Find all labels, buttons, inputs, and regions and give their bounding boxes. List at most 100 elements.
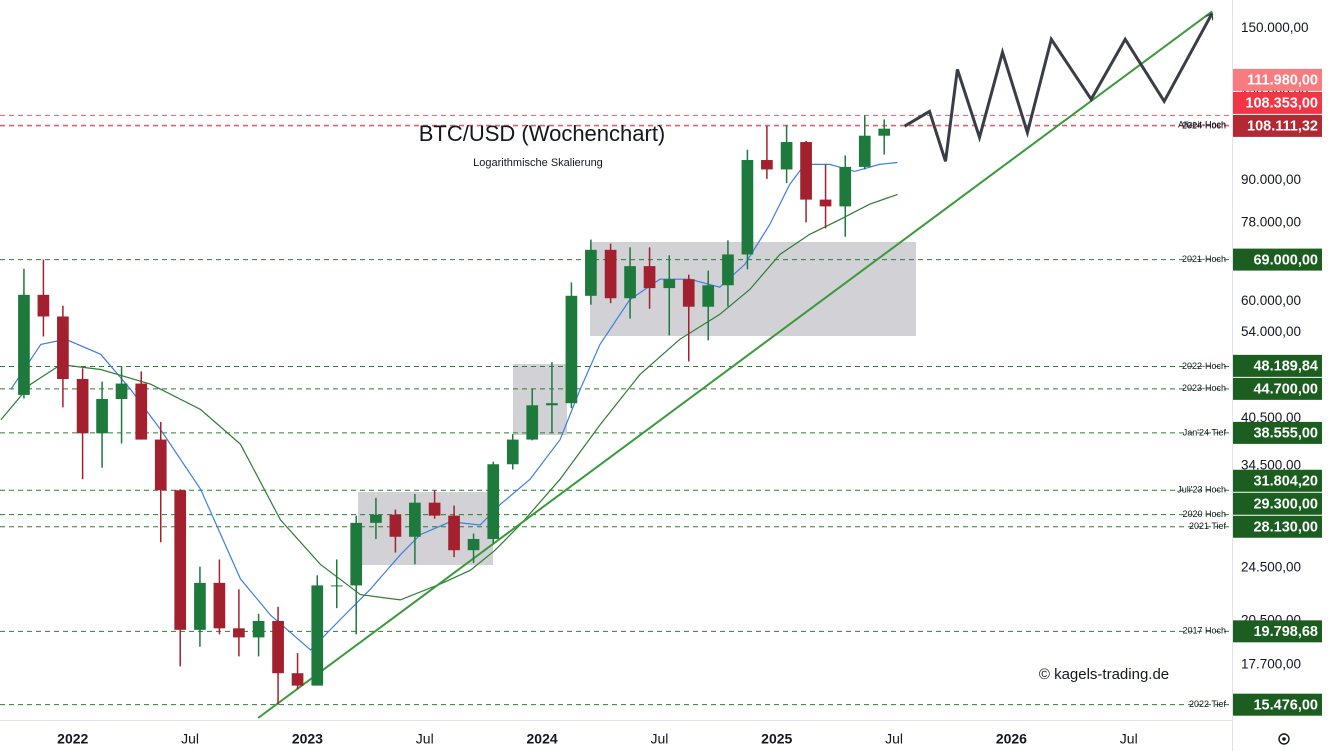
candle-body — [878, 128, 891, 136]
level-price-label: 38.555,00 — [1253, 426, 1318, 442]
candle-body — [467, 538, 480, 551]
y-tick-label: 60.000,00 — [1241, 293, 1301, 308]
candle-body — [57, 316, 69, 380]
level-note: 2023-Hoch — [1182, 383, 1226, 393]
candle-body — [233, 628, 245, 638]
level-note: Jan'24 Tief — [1183, 427, 1227, 437]
level-price-box — [1233, 91, 1322, 114]
overlay-line — [10, 161, 898, 651]
level-price-box — [1233, 469, 1322, 492]
level-price-label: 69.000,00 — [1253, 252, 1318, 268]
level-price-box — [1233, 620, 1322, 643]
level-price-box — [1233, 377, 1322, 400]
candle-body — [682, 279, 695, 307]
candle-body — [428, 502, 441, 516]
watermark: © kagels-trading.de — [1039, 666, 1169, 683]
overlay-line — [257, 10, 1213, 719]
candle-body — [663, 279, 676, 289]
consolidation-zone — [513, 364, 567, 435]
level-price-box — [1233, 114, 1322, 137]
x-tick-label: Jul — [1120, 731, 1138, 747]
x-tick-label: Jul — [181, 731, 199, 747]
candle-body — [311, 585, 324, 686]
x-tick-label: 2022 — [57, 731, 88, 747]
candle-body — [487, 464, 500, 539]
level-price-label: 111.980,00 — [1247, 73, 1318, 89]
x-tick-label: 2023 — [292, 731, 323, 747]
candle-body — [252, 620, 265, 638]
candle-body — [506, 439, 519, 465]
level-price-box — [1233, 68, 1322, 91]
level-price-label: 29.300,00 — [1253, 497, 1318, 513]
overlay-line — [903, 13, 1214, 162]
x-tick-label: Jul — [650, 731, 668, 747]
settings-icon-dot — [1282, 737, 1286, 741]
level-price-label: 28.130,00 — [1253, 520, 1318, 536]
axes: 150.000,00120.000,0090.000,0078.000,0060… — [57, 20, 1322, 747]
level-note: 2021 Tief — [1189, 521, 1227, 531]
level-price-box — [1233, 354, 1322, 377]
level-price-box — [1233, 693, 1322, 716]
x-tick-label: Jul — [416, 731, 434, 747]
candle-body — [839, 166, 852, 207]
x-tick-label: Jul — [885, 731, 903, 747]
level-note: 2022 Tief — [1189, 699, 1227, 709]
candle-body — [135, 383, 148, 440]
candle-body — [350, 522, 363, 586]
zones — [358, 242, 916, 565]
y-tick-label: 54.000,00 — [1241, 324, 1301, 339]
settings-icon[interactable] — [1278, 733, 1290, 745]
settings-icon-ring — [1278, 733, 1290, 745]
level-price-label: 31.804,20 — [1253, 474, 1318, 490]
candle-body — [780, 142, 793, 170]
level-price-box — [1233, 515, 1322, 538]
level-price-label: 48.189,84 — [1253, 359, 1318, 375]
candle-body — [174, 490, 187, 630]
candle-body — [330, 585, 343, 587]
y-tick-label: 24.500,00 — [1241, 559, 1301, 574]
chart-title: BTC/USD (Wochenchart) — [419, 121, 666, 146]
x-tick-label: 2025 — [761, 731, 792, 747]
level-price-label: 15.476,00 — [1253, 698, 1318, 714]
level-note: 2024-Hoch — [1182, 120, 1226, 130]
candle-body — [96, 399, 108, 434]
chart-subtitle: Logarithmische Skalierung — [473, 157, 603, 169]
candle-body — [389, 514, 402, 537]
consolidation-zone — [358, 492, 493, 565]
candle-body — [409, 502, 421, 537]
candle-body — [213, 582, 226, 629]
candle-body — [741, 160, 754, 255]
level-price-label: 44.700,00 — [1253, 382, 1318, 398]
candle-body — [624, 266, 636, 299]
candle-body — [37, 294, 50, 317]
candle-body — [643, 266, 656, 289]
level-price-label: 108.353,00 — [1245, 96, 1318, 112]
y-tick-label: 40.500,00 — [1241, 410, 1301, 425]
x-tick-label: 2024 — [527, 731, 558, 747]
level-price-box — [1233, 421, 1322, 444]
candle-body — [291, 673, 304, 686]
candle-body — [565, 295, 578, 404]
candle-body — [702, 285, 715, 307]
candle-body — [526, 405, 539, 440]
y-tick-label: 34.500,00 — [1241, 458, 1301, 473]
candle-body — [761, 160, 773, 170]
candle-body — [76, 379, 89, 434]
y-tick-label: 150.000,00 — [1241, 20, 1309, 35]
candle-body — [115, 383, 128, 400]
plot-area — [0, 10, 1232, 719]
candle-body — [370, 514, 382, 523]
candle-body — [800, 142, 812, 200]
candle-body — [448, 515, 460, 551]
level-note: 2020 Hoch — [1182, 509, 1226, 519]
candle-body — [154, 439, 167, 491]
level-note: Juli'23 Hoch — [1177, 485, 1226, 495]
candle-body — [546, 403, 558, 406]
y-tick-label: 90.000,00 — [1241, 172, 1301, 187]
level-price-label: 108.111,32 — [1247, 119, 1318, 135]
candle-body — [604, 249, 617, 299]
overlay-line — [0, 193, 898, 601]
candle-body — [819, 199, 832, 207]
